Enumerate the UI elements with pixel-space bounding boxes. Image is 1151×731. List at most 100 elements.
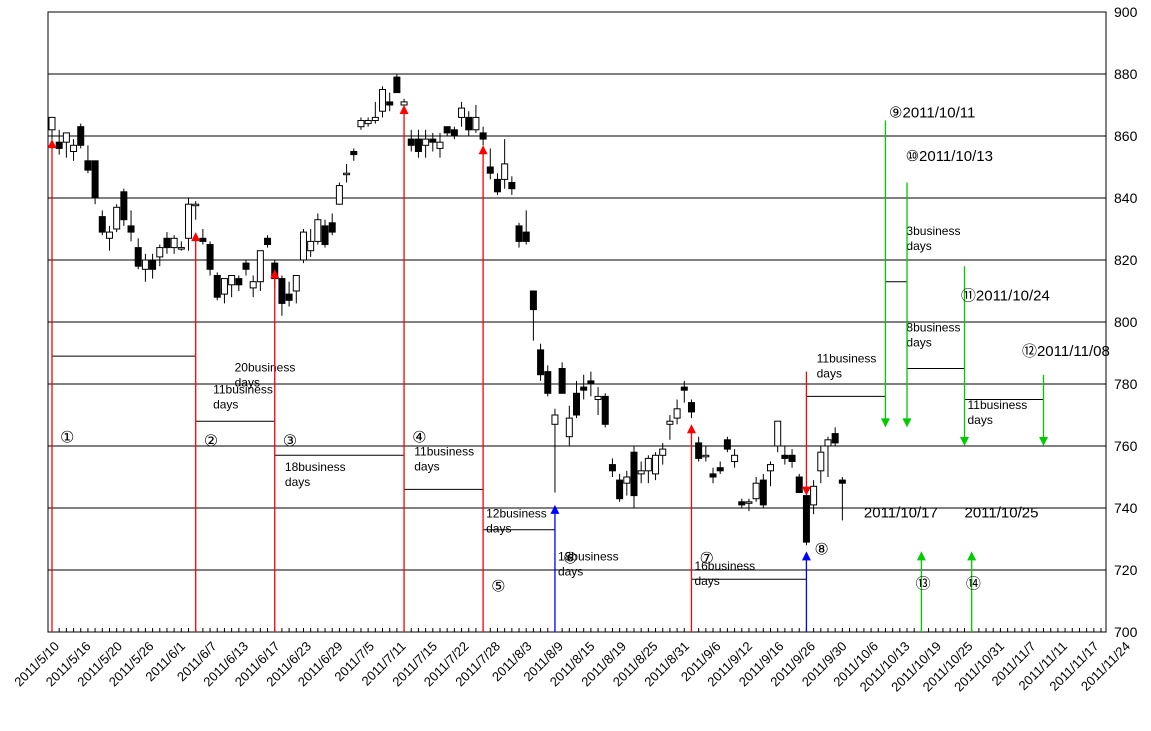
candle-body: [831, 433, 839, 444]
candle: [479, 126, 487, 146]
candle-body: [810, 485, 818, 506]
candle: [817, 446, 825, 484]
projection-date-label: 2011/10/25: [964, 504, 1038, 521]
candle-body: [623, 476, 631, 484]
candle-body: [163, 237, 171, 249]
candle: [659, 442, 667, 465]
candle: [285, 281, 293, 307]
candle: [84, 145, 92, 174]
candle: [127, 210, 135, 242]
candle: [228, 275, 236, 298]
span-label: 3business: [906, 224, 960, 238]
candle-body: [220, 278, 228, 295]
candle-body: [774, 420, 782, 447]
candle-body: [608, 464, 616, 472]
span-label: days: [213, 397, 238, 411]
candle-body: [407, 138, 415, 146]
candle-body: [156, 247, 164, 258]
signal-number-label: ①: [60, 428, 74, 447]
candle: [120, 188, 128, 226]
candle-body: [141, 259, 149, 270]
signal-number-label: ⑤: [491, 577, 505, 596]
signal-number-label: ②: [204, 431, 218, 450]
candle-body: [580, 386, 588, 391]
candle: [673, 399, 681, 425]
candle: [795, 473, 803, 493]
span-label: 20business: [235, 361, 296, 375]
candle-body: [264, 237, 272, 246]
candle-body: [551, 414, 559, 425]
candle-body: [422, 138, 430, 146]
candle-body: [537, 349, 545, 376]
signal-number-label: ④: [412, 428, 426, 447]
candle-body: [594, 395, 602, 400]
y-tick-label: 700: [1114, 624, 1138, 640]
candle-body: [601, 395, 609, 425]
candle-body: [752, 482, 760, 500]
candle: [249, 275, 257, 298]
projection-arrow-head: [959, 437, 969, 446]
candle: [177, 241, 185, 251]
projection-label: ⑭: [966, 576, 981, 593]
candle: [192, 201, 200, 220]
candle-body: [134, 247, 142, 267]
candle: [220, 278, 228, 304]
candle: [551, 408, 559, 493]
candle: [831, 427, 839, 446]
candle: [436, 132, 444, 158]
projection-arrow-head: [902, 418, 912, 428]
span-label: 11business: [817, 351, 877, 365]
candle-body: [508, 182, 516, 190]
y-tick-label: 800: [1114, 314, 1138, 330]
candle-body: [185, 203, 193, 239]
candle-body: [314, 219, 322, 242]
candle-body: [573, 392, 581, 416]
candle-body: [350, 151, 358, 156]
candle: [486, 148, 494, 180]
candle: [652, 452, 660, 481]
candle-body: [429, 138, 437, 143]
candle: [709, 467, 717, 484]
candle-body: [450, 129, 458, 137]
candle: [824, 436, 832, 477]
candle: [371, 101, 379, 124]
candle-body: [838, 479, 846, 484]
signal-number-label: ⑥: [563, 549, 577, 568]
span-label: days: [414, 459, 439, 473]
candle: [666, 415, 674, 440]
candle-body: [328, 222, 336, 233]
candle-body: [213, 275, 221, 298]
candle-body: [379, 89, 387, 112]
candle: [199, 229, 207, 245]
span-label: 18business: [558, 550, 619, 564]
signal-arrow-head: [801, 551, 811, 561]
candle: [299, 229, 307, 264]
candle: [314, 213, 322, 245]
candle: [328, 213, 336, 236]
candle-body: [458, 107, 466, 118]
candle: [587, 371, 595, 397]
span-label: 11business: [414, 444, 474, 458]
candle-body: [486, 166, 494, 174]
candle: [98, 210, 106, 236]
candle-body: [192, 203, 200, 207]
candle: [623, 470, 631, 496]
candle-body: [343, 172, 351, 176]
span-label: days: [285, 475, 310, 489]
signal-arrow-head: [686, 424, 696, 434]
candle: [731, 449, 739, 468]
candle-body: [371, 116, 379, 122]
span-label: days: [558, 565, 583, 579]
signal-arrow-head: [801, 486, 811, 496]
candle: [379, 86, 387, 118]
candle-body: [278, 278, 286, 304]
candle-body: [702, 454, 710, 458]
candle: [292, 275, 300, 304]
candle: [393, 74, 401, 94]
candle-body: [666, 420, 674, 425]
candle-body: [386, 101, 394, 106]
projection-label: ⑨2011/10/11: [889, 104, 975, 121]
signal-number-label: ⑧: [814, 539, 828, 558]
